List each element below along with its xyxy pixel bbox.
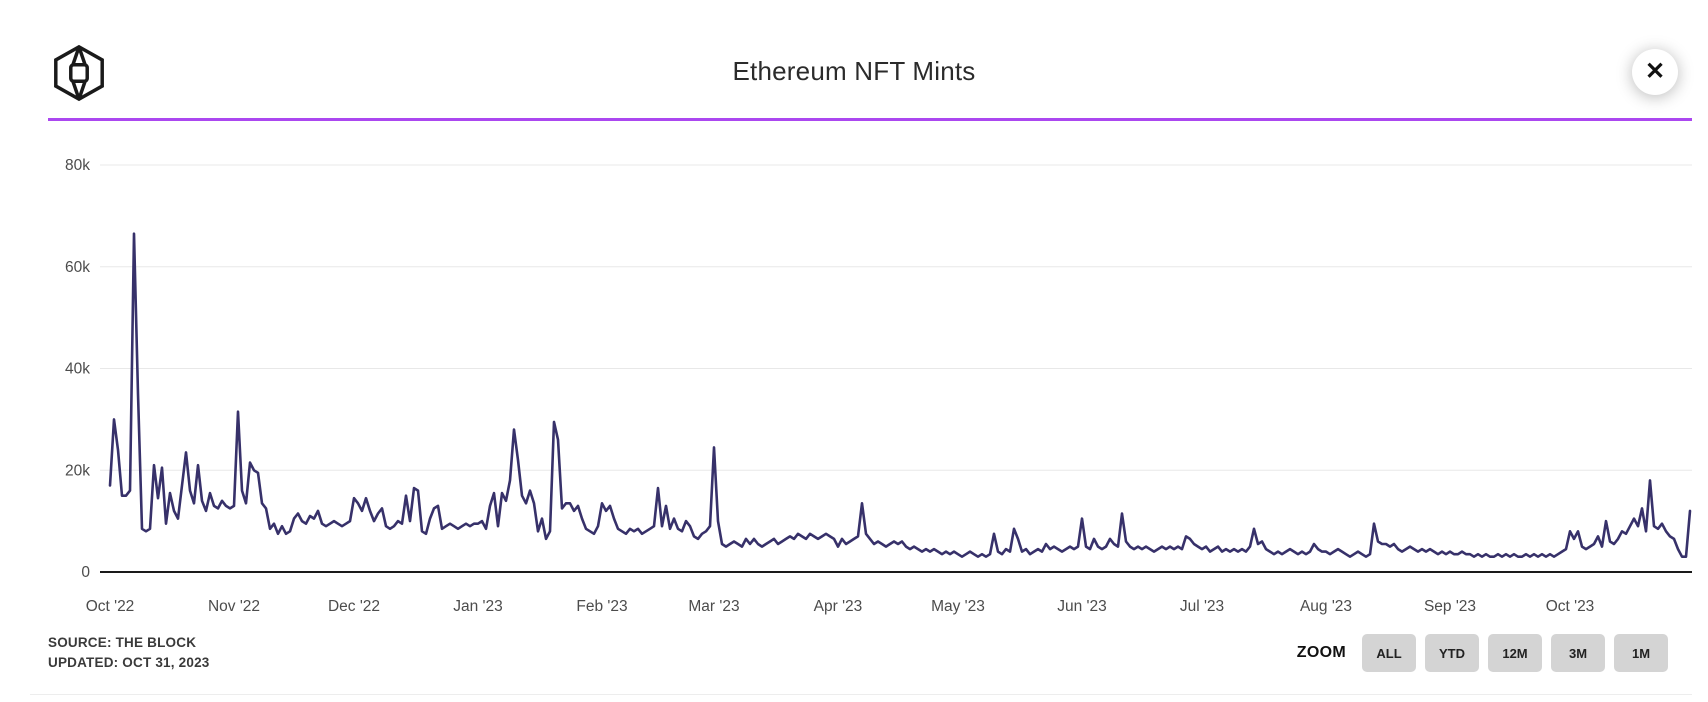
x-axis-month-label: Oct '22	[86, 598, 135, 615]
the-block-logo-icon	[54, 44, 104, 102]
zoom-button-all[interactable]: ALL	[1362, 634, 1416, 672]
zoom-button-3m[interactable]: 3M	[1551, 634, 1605, 672]
chart-title: Ethereum NFT Mints	[732, 56, 976, 86]
x-axis-month-label: Jun '23	[1057, 598, 1107, 615]
zoom-button-12m[interactable]: 12M	[1488, 634, 1542, 672]
header-divider	[48, 118, 1692, 121]
zoom-button-1m[interactable]: 1M	[1614, 634, 1668, 672]
x-axis-month-label: Apr '23	[814, 598, 863, 615]
x-axis-month-label: Jan '23	[453, 598, 503, 615]
nft-mints-line	[108, 232, 1692, 559]
source-line: SOURCE: THE BLOCK	[48, 635, 197, 650]
x-axis-month-label: Aug '23	[1300, 598, 1352, 615]
x-axis-month-label: May '23	[931, 598, 985, 615]
x-axis-month-label: Oct '23	[1546, 598, 1595, 615]
source-note: SOURCE: THE BLOCK UPDATED: OCT 31, 2023	[48, 633, 210, 673]
x-axis-month-label: Mar '23	[688, 598, 739, 615]
zoom-label: ZOOM	[1296, 644, 1346, 661]
x-axis-month-label: Nov '22	[208, 598, 260, 615]
x-axis-month-label: Jul '23	[1180, 598, 1224, 615]
y-axis-tick-label: 0	[81, 564, 90, 581]
x-axis-month-label: Dec '22	[328, 598, 380, 615]
zoom-button-ytd[interactable]: YTD	[1425, 634, 1479, 672]
zoom-controls: ZOOM ALL YTD 12M 3M 1M	[1297, 634, 1668, 672]
y-axis-tick-label: 40k	[65, 361, 90, 378]
x-axis-month-label: Feb '23	[576, 598, 627, 615]
close-icon: ✕	[1644, 58, 1666, 85]
y-axis-tick-label: 20k	[65, 462, 90, 479]
x-axis-month-label: Sep '23	[1424, 598, 1476, 615]
y-axis-tick-label: 80k	[65, 157, 90, 174]
bottom-border	[30, 694, 1692, 695]
updated-line: UPDATED: OCT 31, 2023	[48, 655, 210, 670]
close-button[interactable]: ✕	[1632, 49, 1678, 95]
y-axis-tick-label: 60k	[65, 259, 90, 276]
